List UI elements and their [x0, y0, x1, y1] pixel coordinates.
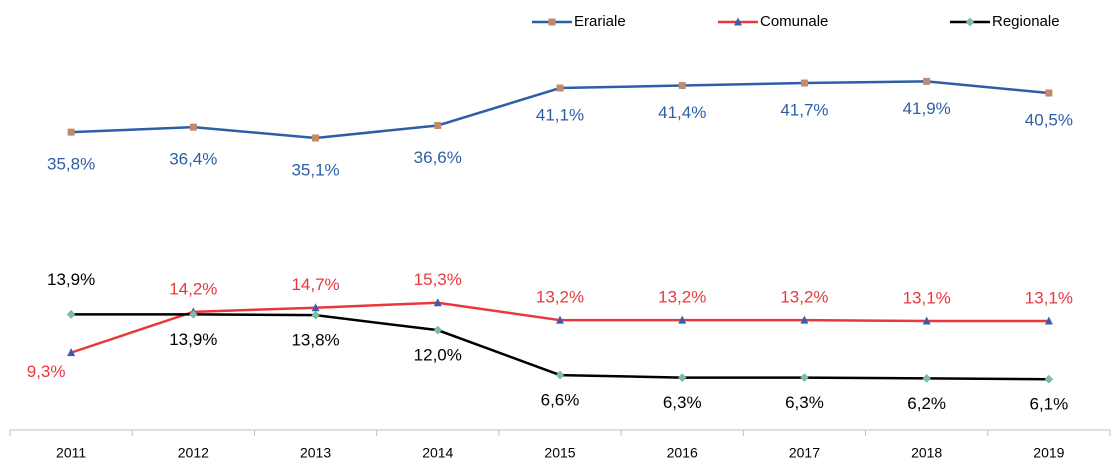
data-label: 13,9%: [47, 270, 95, 289]
marker: [1044, 374, 1054, 384]
marker: [800, 373, 809, 382]
marker: [1044, 316, 1053, 325]
data-label: 15,3%: [414, 270, 462, 289]
x-tick-label: 2017: [789, 445, 820, 461]
x-tick-label: 2014: [422, 445, 453, 461]
marker: [433, 325, 443, 335]
data-label: 13,1%: [1025, 288, 1073, 307]
data-label: 13,2%: [658, 288, 706, 307]
x-tick-label: 2011: [56, 445, 86, 461]
data-label: 40,5%: [1025, 111, 1073, 130]
line: [71, 313, 1049, 381]
x-tick-label: 2012: [178, 445, 209, 461]
marker: [67, 128, 75, 136]
marker: [1045, 89, 1053, 97]
data-label: 36,6%: [414, 148, 462, 167]
marker: [800, 315, 809, 324]
x-tick-label: 2016: [667, 445, 698, 461]
data-label: 6,2%: [907, 394, 946, 413]
line: [70, 301, 1049, 354]
data-label: 14,7%: [291, 275, 339, 294]
marker: [678, 315, 687, 324]
x-tick-label: 2015: [544, 445, 575, 461]
marker: [555, 370, 565, 380]
data-label: 35,1%: [291, 160, 339, 179]
data-label: 41,4%: [658, 103, 706, 122]
marker: [800, 79, 808, 87]
data-label: 6,1%: [1030, 395, 1069, 414]
marker: [677, 373, 687, 382]
data-label: 36,4%: [169, 150, 217, 169]
x-tick-label: 2019: [1033, 445, 1064, 461]
marker: [66, 309, 76, 319]
marker: [922, 374, 932, 383]
marker: [548, 18, 556, 26]
data-label: 13,2%: [536, 288, 584, 307]
data-label: 13,9%: [169, 330, 217, 349]
marker: [311, 303, 320, 312]
data-label: 14,2%: [169, 279, 217, 298]
data-label: 41,1%: [536, 106, 584, 125]
marker: [678, 82, 686, 90]
marker: [965, 17, 975, 27]
data-label: 41,9%: [903, 99, 951, 118]
marker: [67, 348, 76, 357]
data-label: 6,3%: [663, 393, 702, 412]
data-label: 13,1%: [903, 288, 951, 307]
marker: [311, 310, 320, 320]
data-label: 6,6%: [541, 391, 580, 410]
data-label: 12,0%: [414, 346, 462, 365]
marker: [556, 315, 564, 324]
legend-label: Regionale: [992, 13, 1060, 30]
marker: [923, 77, 931, 85]
data-label: 13,2%: [780, 288, 828, 307]
marker: [922, 316, 931, 325]
marker: [734, 17, 742, 26]
marker: [433, 298, 442, 307]
x-tick-label: 2013: [300, 445, 331, 461]
data-label: 6,3%: [785, 393, 824, 412]
legend-label: Erariale: [574, 13, 626, 30]
marker: [434, 121, 442, 129]
x-tick-label: 2018: [911, 445, 942, 461]
marker: [556, 84, 564, 92]
marker: [189, 123, 197, 131]
data-label: 13,8%: [291, 331, 339, 350]
marker: [188, 309, 198, 319]
data-label: 41,7%: [780, 101, 828, 120]
data-label: 9,3%: [27, 362, 66, 381]
data-label: 35,8%: [47, 155, 95, 174]
legend-label: Comunale: [760, 13, 828, 30]
marker: [312, 134, 320, 142]
